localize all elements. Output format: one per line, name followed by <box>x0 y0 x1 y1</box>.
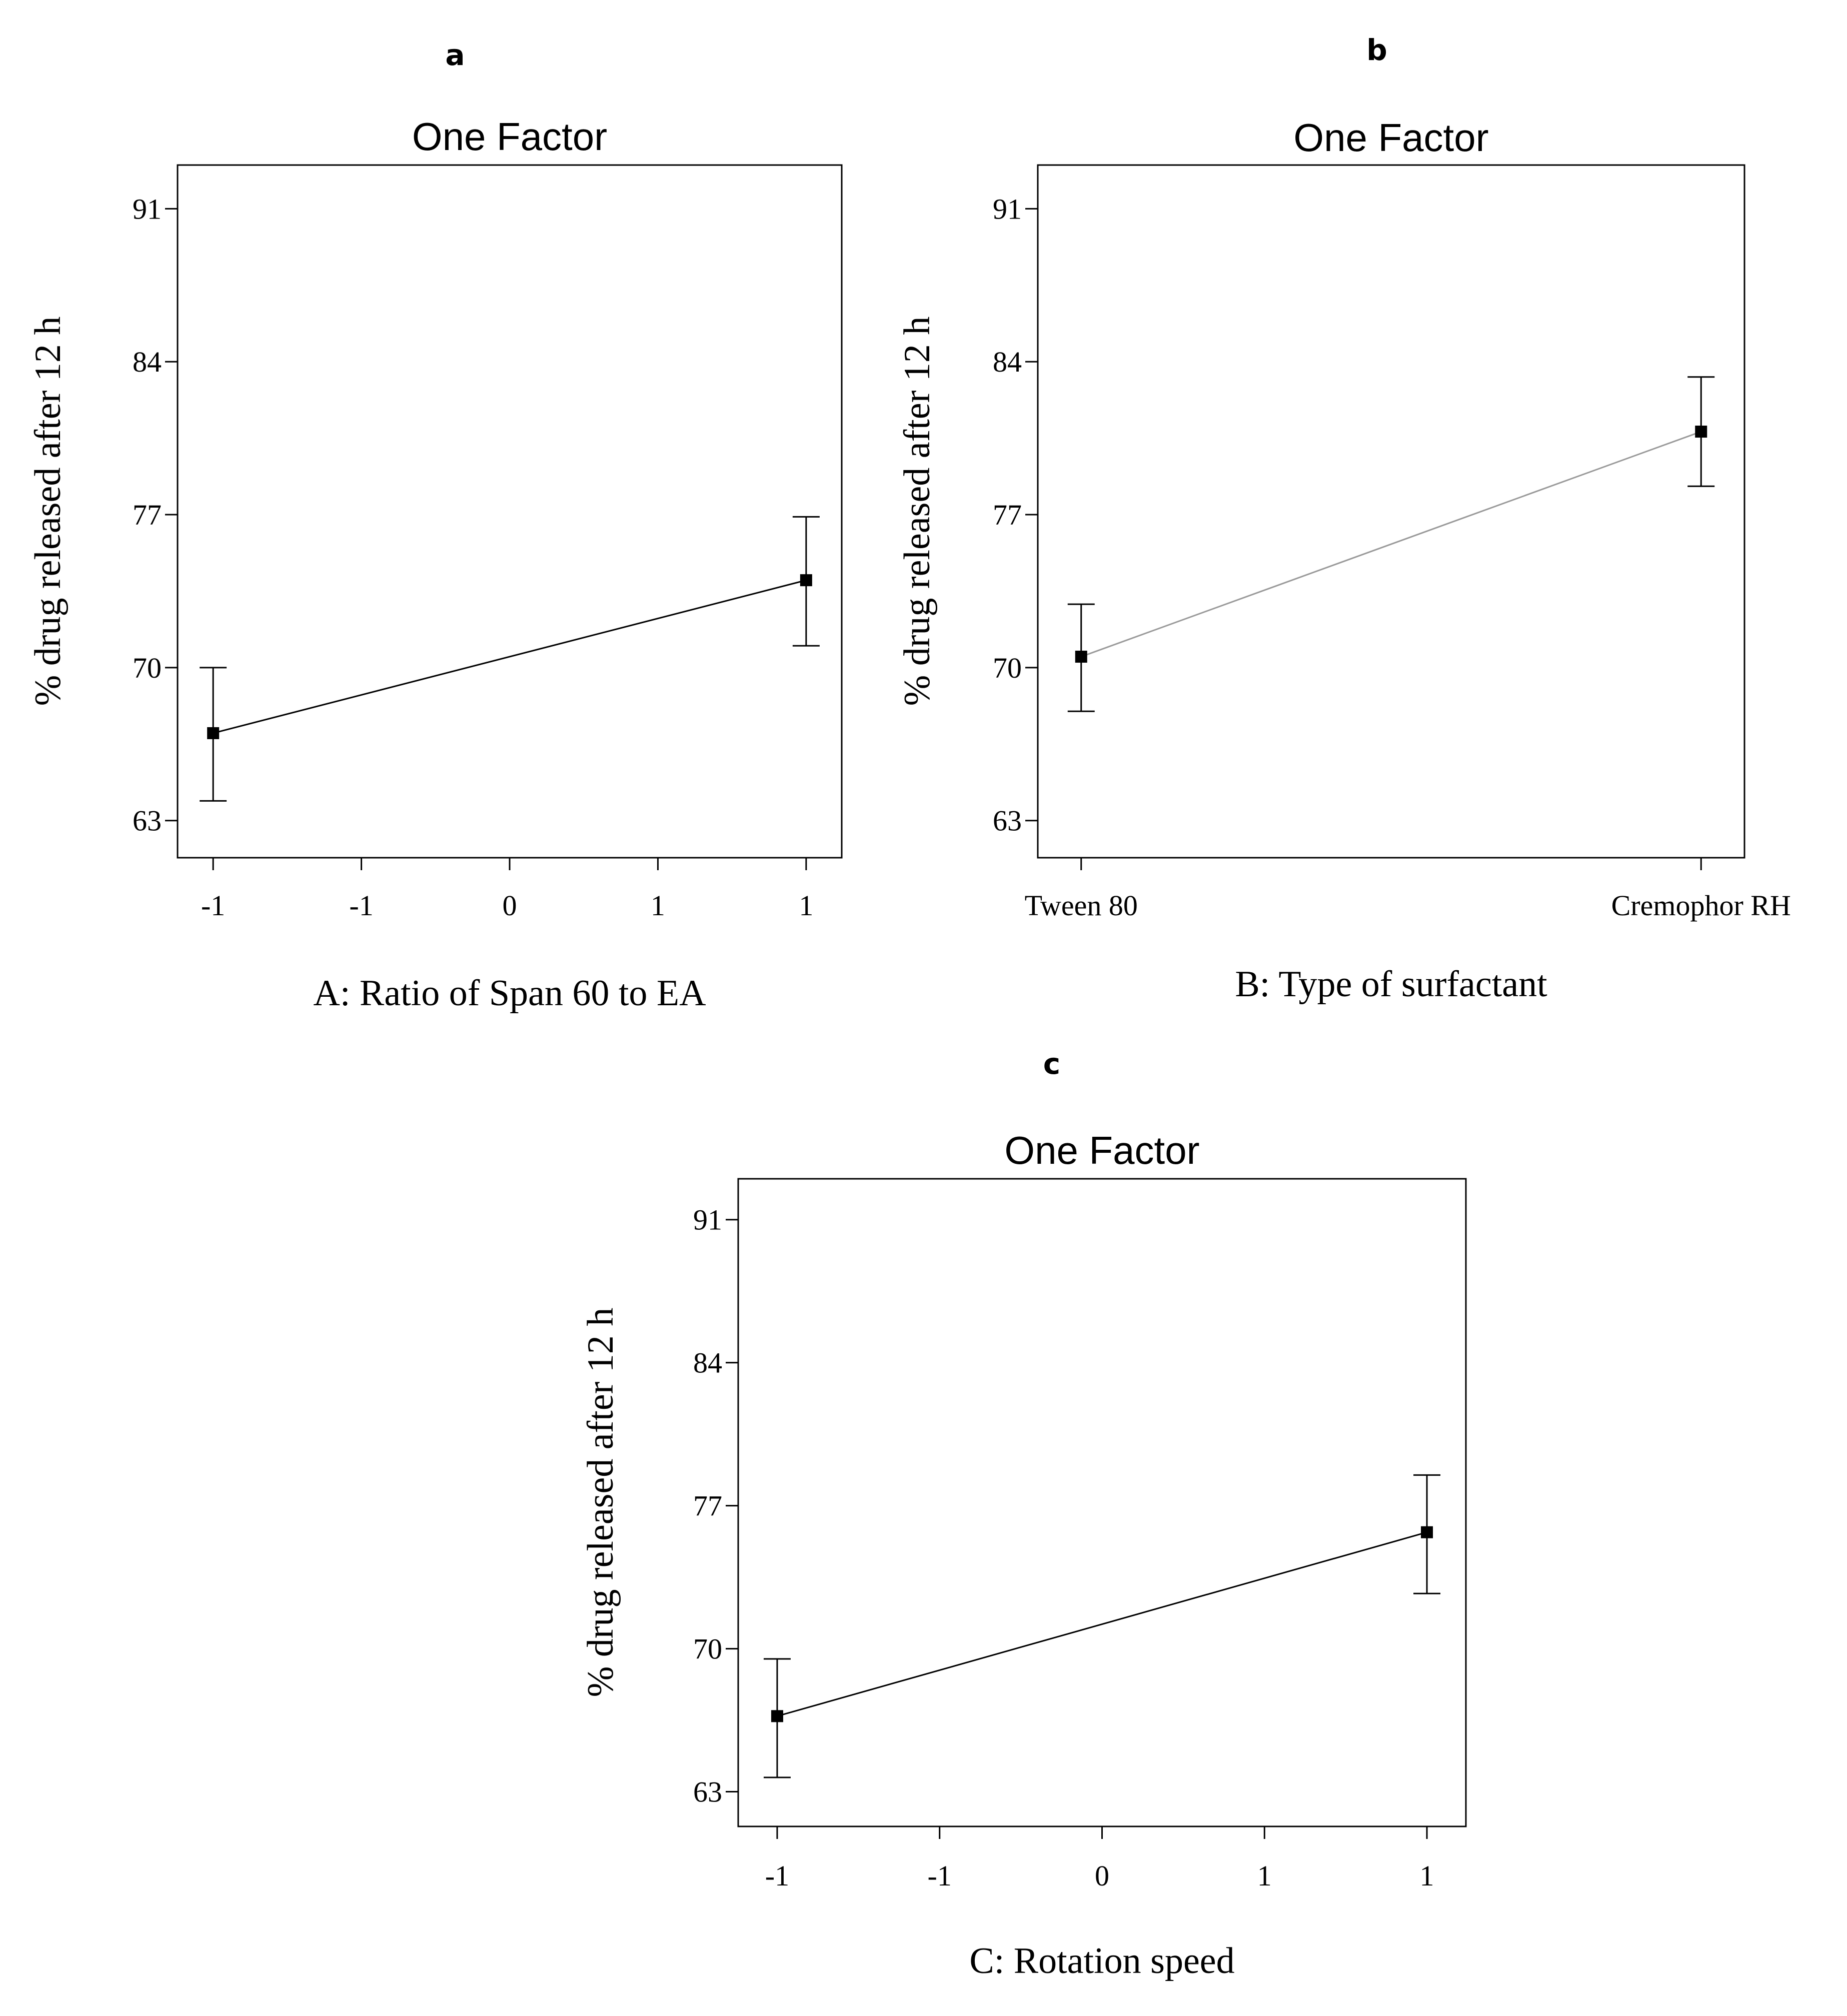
series-line-b <box>1081 431 1701 658</box>
y-axis-label-c: % drug released after 12 h <box>580 1308 621 1697</box>
x-tick-label-a-1: -1 <box>349 889 373 922</box>
chart-title-c: One Factor <box>1004 1128 1199 1172</box>
y-tick-label-c-2: 77 <box>693 1490 722 1522</box>
y-tick-label-b-4: 91 <box>993 193 1022 225</box>
panel-letter-a: a <box>445 38 465 72</box>
data-point-c-0 <box>771 1710 783 1722</box>
y-axis-label-b: % drug released after 12 h <box>897 317 938 706</box>
y-tick-label-a-1: 70 <box>133 652 162 684</box>
x-axis-label-c: C: Rotation speed <box>969 1940 1234 1981</box>
data-point-b-0 <box>1075 651 1087 663</box>
series-line-c <box>777 1531 1427 1717</box>
y-tick-label-a-4: 91 <box>133 193 162 225</box>
x-tick-label-b-1: Cremophor RH <box>1611 889 1791 922</box>
plot-frame-b <box>1037 164 1745 859</box>
y-tick-label-c-0: 63 <box>693 1776 722 1808</box>
y-tick-label-c-4: 91 <box>693 1204 722 1236</box>
y-tick-label-b-0: 63 <box>993 805 1022 837</box>
panel-letter-b: b <box>1366 33 1387 67</box>
x-axis-label-a: A: Ratio of Span 60 to EA <box>313 973 706 1014</box>
data-point-a-1 <box>800 574 812 587</box>
x-axis-label-b: B: Type of surfactant <box>1235 964 1547 1005</box>
data-point-b-1 <box>1695 426 1707 438</box>
y-tick-label-a-2: 77 <box>133 499 162 531</box>
x-tick-label-c-1: -1 <box>928 1859 952 1892</box>
y-axis-label-a: % drug released after 12 h <box>28 317 69 706</box>
chart-title-a: One Factor <box>412 115 607 159</box>
x-tick-label-c-2: 0 <box>1095 1859 1109 1892</box>
chart-title-b: One Factor <box>1293 116 1488 160</box>
x-tick-label-a-4: 1 <box>799 889 813 922</box>
y-tick-label-c-3: 84 <box>693 1347 722 1379</box>
x-tick-label-b-0: Tween 80 <box>1025 889 1138 922</box>
x-tick-label-c-0: -1 <box>765 1859 789 1892</box>
y-tick-label-a-3: 84 <box>133 346 162 378</box>
y-tick-label-a-0: 63 <box>133 805 162 837</box>
data-point-c-1 <box>1421 1526 1433 1538</box>
y-tick-label-c-1: 70 <box>693 1633 722 1665</box>
x-tick-label-a-0: -1 <box>201 889 225 922</box>
series-line-a <box>213 579 807 734</box>
data-point-a-0 <box>207 727 220 739</box>
y-tick-label-b-2: 77 <box>993 499 1022 531</box>
x-tick-label-c-4: 1 <box>1420 1859 1434 1892</box>
y-tick-label-b-1: 70 <box>993 652 1022 684</box>
x-tick-label-c-3: 1 <box>1257 1859 1272 1892</box>
x-tick-label-a-2: 0 <box>503 889 517 922</box>
panel-letter-c: c <box>1043 1047 1060 1081</box>
x-tick-label-a-3: 1 <box>651 889 665 922</box>
y-tick-label-b-3: 84 <box>993 346 1022 378</box>
